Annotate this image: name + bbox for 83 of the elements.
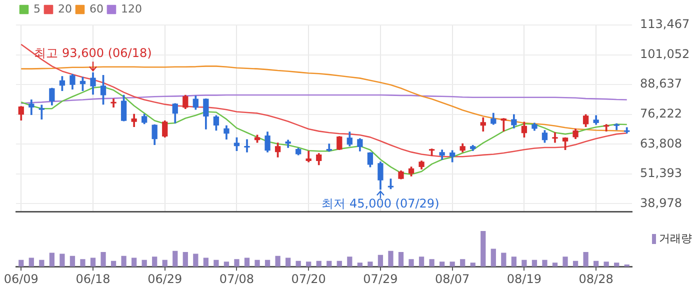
bar	[398, 252, 404, 267]
bar	[583, 252, 588, 267]
x-tick-label: 06/09	[4, 272, 38, 286]
bar	[110, 260, 116, 267]
bar	[132, 258, 137, 267]
y-tick-label: 38,978	[640, 196, 682, 210]
y-tick-label: 101,052	[640, 46, 690, 61]
bar	[604, 262, 609, 267]
legend-label: 거래량	[659, 232, 692, 245]
bar	[60, 254, 65, 267]
bar	[572, 260, 578, 267]
bar	[224, 262, 230, 267]
bar	[70, 256, 76, 267]
bar	[142, 260, 147, 267]
y-tick-label: 51,393	[640, 166, 682, 180]
annotation: 최저 45,000 (07/29)	[322, 196, 440, 210]
bar	[388, 250, 394, 267]
x-tick-label: 08/07	[435, 272, 470, 286]
bar	[624, 264, 630, 267]
bar	[490, 248, 496, 267]
x-tick-label: 06/18	[76, 272, 110, 286]
bar	[614, 262, 620, 267]
bar	[100, 252, 106, 267]
legend-label: 5	[34, 2, 40, 16]
bar	[450, 262, 455, 267]
y-tick-label: 63,808	[640, 136, 682, 150]
bar	[296, 260, 301, 267]
bar	[418, 256, 424, 267]
bar	[501, 252, 506, 267]
bar	[429, 259, 434, 267]
bar	[254, 260, 260, 267]
bar	[90, 258, 96, 267]
bar	[542, 260, 548, 267]
x-tick-label: 07/20	[291, 272, 326, 286]
x-tick-label: 08/19	[506, 272, 542, 286]
bar	[286, 258, 291, 267]
bar	[49, 252, 54, 267]
bar	[214, 260, 219, 267]
bar	[562, 256, 568, 267]
y-tick-label: 113,467	[640, 17, 690, 32]
bar	[264, 260, 270, 267]
bar	[275, 256, 280, 267]
bar	[203, 258, 208, 267]
bar	[182, 252, 188, 267]
bar	[121, 256, 126, 267]
legend-label: 20	[58, 2, 72, 16]
bar	[470, 262, 476, 267]
legend-label: 120	[120, 2, 142, 16]
x-tick-label: 06/29	[148, 272, 182, 286]
bar	[408, 259, 414, 267]
bar	[552, 262, 558, 267]
x-tick-label: 08/28	[578, 272, 614, 286]
bar	[244, 258, 250, 267]
bar	[480, 231, 486, 267]
bar	[440, 262, 445, 267]
bar	[193, 254, 198, 267]
bar	[162, 260, 168, 267]
y-tick-label: 88,637	[640, 76, 682, 91]
bar	[39, 260, 44, 267]
bar	[18, 260, 24, 267]
bar	[316, 260, 322, 267]
bar	[378, 254, 384, 267]
bar	[336, 260, 342, 267]
bar	[357, 262, 362, 267]
bar	[460, 259, 466, 267]
bar	[347, 256, 352, 267]
bar	[172, 250, 178, 267]
x-tick-label: 07/29	[363, 272, 398, 286]
x-tick-label: 07/08	[219, 272, 254, 286]
legend-label: 60	[89, 2, 104, 16]
bar	[152, 256, 158, 267]
y-tick-label: 76,222	[640, 106, 682, 120]
bar	[234, 259, 240, 267]
bar	[511, 256, 516, 267]
bar	[594, 260, 599, 267]
annotation: 최고 93,600 (06/18)	[34, 46, 152, 60]
bar	[532, 260, 538, 267]
bar	[368, 262, 373, 267]
bar	[326, 260, 332, 267]
bar	[306, 262, 312, 267]
bar	[28, 258, 34, 267]
bar	[522, 260, 527, 267]
bar	[80, 259, 86, 267]
